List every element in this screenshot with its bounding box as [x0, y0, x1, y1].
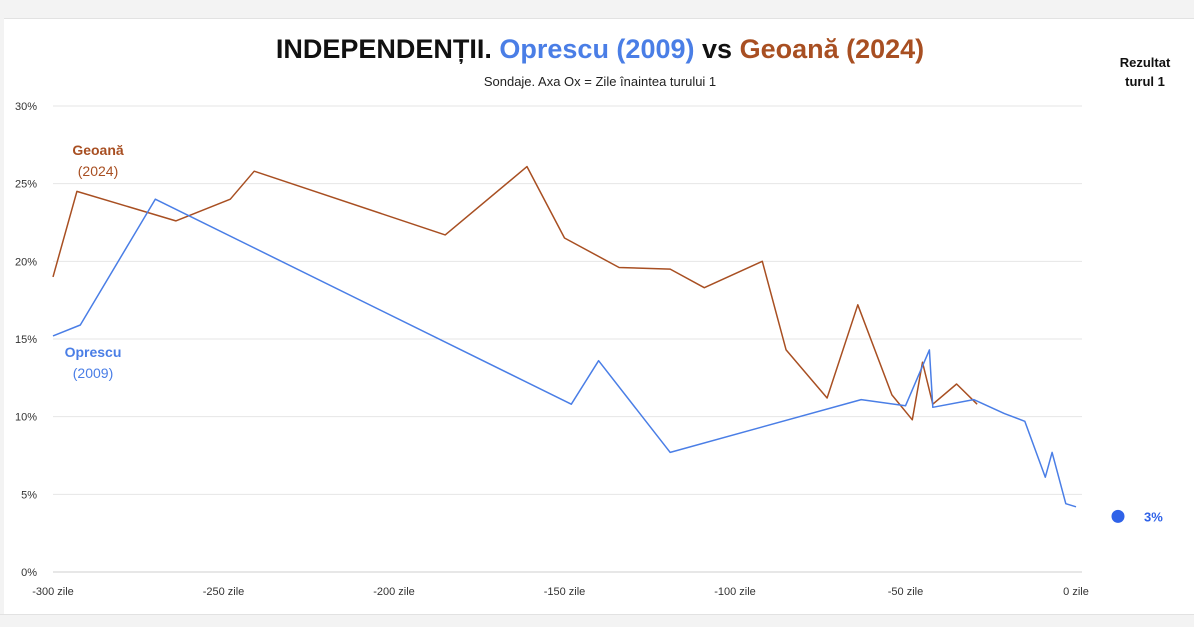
y-tick-label: 0%: [21, 567, 37, 579]
y-axis-ticks: 0% 5% 10% 15% 20% 25% 30%: [15, 101, 37, 579]
series-lines: [53, 166, 1076, 506]
y-tick-label: 30%: [15, 101, 37, 113]
x-tick-label: -250 zile: [203, 586, 245, 598]
y-tick-label: 15%: [15, 334, 37, 346]
result-marker-group: 3%: [1112, 509, 1164, 524]
x-tick-label: -300 zile: [32, 586, 74, 598]
series-line-geoan-2024: [53, 167, 977, 420]
y-tick-label: 25%: [15, 179, 37, 191]
series-label: Geoană: [72, 142, 124, 158]
x-tick-label: -100 zile: [714, 586, 756, 598]
series-line-oprescu-2009: [53, 199, 1076, 507]
series-label: Oprescu: [65, 344, 122, 360]
x-axis-ticks: -300 zile -250 zile -200 zile -150 zile -100…: [32, 586, 1089, 598]
y-tick-label: 5%: [21, 489, 37, 501]
result-value-label: 3%: [1144, 509, 1163, 524]
y-tick-label: 20%: [15, 256, 37, 268]
x-tick-label: -200 zile: [373, 586, 415, 598]
series-label: (2024): [78, 163, 118, 179]
result-dot: [1112, 510, 1125, 523]
x-tick-label: -50 zile: [888, 586, 923, 598]
x-tick-label: 0 zile: [1063, 586, 1089, 598]
y-tick-label: 10%: [15, 412, 37, 424]
series-label: (2009): [73, 365, 113, 381]
x-tick-label: -150 zile: [544, 586, 586, 598]
grid-lines: [53, 106, 1082, 572]
